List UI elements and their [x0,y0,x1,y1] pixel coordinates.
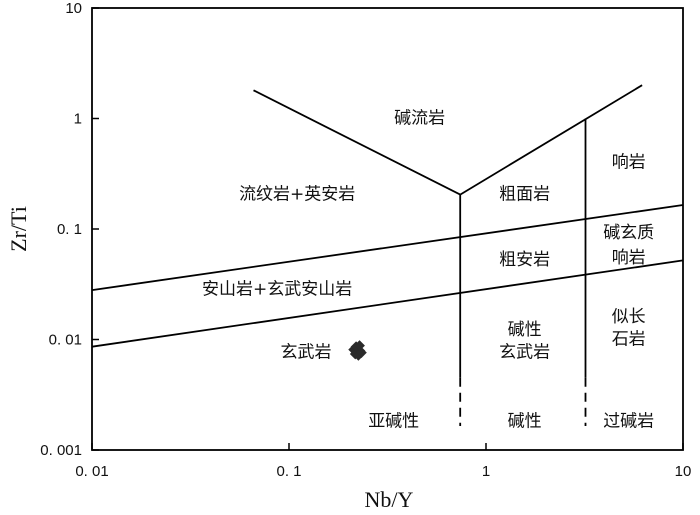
region-label: 安山岩+玄武安山岩 [202,280,352,300]
axis-ticks: 0. 01 0. 1 1 10 0. 001 0. 01 0. 1 1 10 [40,0,691,480]
boundary-line-subalkaline-lower [91,259,684,348]
y-tick-label: 10 [65,0,82,17]
x-tick-label: 0. 01 [75,463,108,480]
region-label: 玄武岩 [281,342,332,362]
region-label: 玄武岩 [499,342,550,362]
region-label: 碱性 [508,320,542,340]
region-label: 粗安岩 [499,250,550,270]
x-tick-label: 0. 1 [276,463,301,480]
region-label: 碱玄质 [603,223,654,243]
x-tick-label: 1 [482,463,490,480]
boundary-line-v-left [253,89,461,196]
region-label: 响岩 [612,152,646,172]
region-label: 流纹岩+英安岩 [239,184,355,204]
region-label: 碱流岩 [394,109,445,129]
region-label: 过碱岩 [603,412,654,432]
plot-frame [91,7,684,451]
region-label: 响岩 [612,248,646,268]
data-point-0-7 [354,340,365,352]
boundary-line-v-right [459,84,643,196]
boundary-line-subalkaline-upper [91,204,684,291]
y-axis-title: Zr/Ti [6,206,31,252]
boundary-lines [91,84,684,426]
y-tick-label: 0. 001 [40,442,82,459]
y-tick-label: 0. 01 [49,332,82,349]
y-tick-label: 1 [74,111,82,128]
region-label: 碱性 [508,412,542,432]
region-label: 似长 [612,307,646,327]
x-axis-title: Nb/Y [365,487,414,512]
region-label: 亚碱性 [368,412,419,432]
axes [91,7,684,451]
data-points [348,340,367,361]
y-tick-label: 0. 1 [57,221,82,238]
region-label: 粗面岩 [499,184,550,204]
x-tick-label: 10 [675,463,692,480]
region-label: 石岩 [612,330,646,350]
